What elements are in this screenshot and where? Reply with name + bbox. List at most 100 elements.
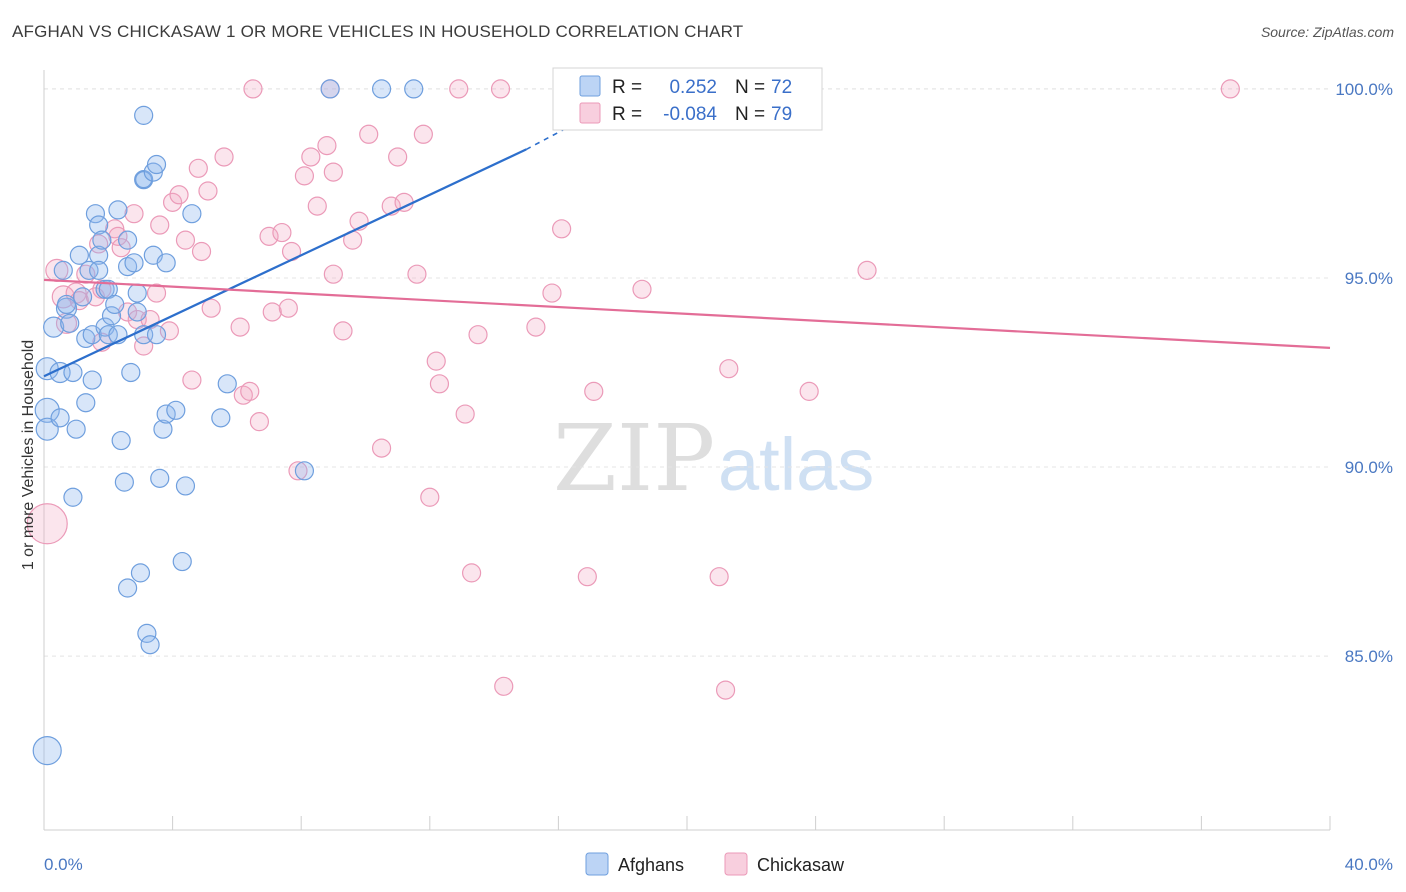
chickasaw-point bbox=[124, 204, 144, 224]
afghans-point bbox=[53, 260, 73, 280]
source-credit: Source: ZipAtlas.com bbox=[1260, 24, 1394, 40]
chickasaw-point bbox=[182, 370, 202, 390]
afghans-point bbox=[69, 245, 89, 265]
chickasaw-point bbox=[317, 136, 337, 156]
chickasaw-point bbox=[76, 264, 96, 284]
chickasaw-point bbox=[243, 79, 263, 99]
series-legend-swatch-afghans bbox=[585, 852, 609, 876]
afghans-point bbox=[85, 204, 106, 224]
chickasaw-point bbox=[230, 317, 250, 337]
chickasaw-point bbox=[323, 162, 343, 182]
chickasaw-point bbox=[371, 438, 392, 458]
afghans-point bbox=[156, 404, 176, 424]
legend-n-value-afghans: 72 bbox=[771, 77, 792, 98]
y-tick-label: 100.0% bbox=[1335, 80, 1393, 99]
chickasaw-point bbox=[198, 181, 218, 201]
chickasaw-point bbox=[259, 226, 279, 246]
afghans-point bbox=[137, 623, 157, 643]
chickasaw-point bbox=[407, 264, 427, 284]
afghans-point bbox=[111, 430, 131, 451]
afghans-point bbox=[79, 260, 99, 280]
series-legend: Afghans Chickasaw bbox=[585, 852, 845, 876]
chickasaw-point bbox=[577, 567, 597, 587]
afghans-point bbox=[150, 468, 170, 488]
afghans-point bbox=[294, 461, 315, 481]
chickasaw-point bbox=[146, 283, 167, 303]
afghans-point bbox=[98, 325, 118, 345]
axes: 85.0% 90.0% 95.0% 100.0% 0.0% 40.0% bbox=[43, 70, 1393, 874]
chickasaw-point bbox=[272, 222, 292, 243]
series-legend-afghans: Afghans bbox=[618, 855, 684, 875]
chickasaw-trend-line bbox=[43, 278, 1331, 350]
afghans-point bbox=[217, 374, 237, 394]
chickasaw-point bbox=[333, 321, 353, 341]
chickasaw-point bbox=[420, 487, 440, 507]
chickasaw-point bbox=[709, 567, 729, 587]
chickasaw-point bbox=[278, 298, 298, 318]
chickasaw-point bbox=[169, 185, 189, 205]
legend-r-label-chickasaw: R = bbox=[612, 104, 642, 125]
legend-r-value-afghans: 0.252 bbox=[669, 77, 717, 98]
afghans-point bbox=[182, 204, 202, 224]
legend-n-label-chickasaw: N = bbox=[735, 104, 765, 125]
watermark-zip: ZIP bbox=[553, 405, 715, 512]
afghans-point bbox=[172, 551, 192, 572]
afghans-point bbox=[63, 487, 83, 507]
chickasaw-point bbox=[191, 241, 212, 262]
chickasaw-point bbox=[584, 381, 604, 401]
chickasaw-point bbox=[632, 279, 652, 299]
chickasaw-point bbox=[542, 283, 562, 303]
stats-legend: R = 0.252 N = 72 R = -0.084 N = 79 bbox=[552, 67, 823, 131]
afghans-point bbox=[320, 79, 340, 99]
afghans-point bbox=[50, 408, 70, 428]
afghans-point bbox=[92, 230, 112, 250]
afghans-trend-line bbox=[43, 148, 527, 378]
x-tick-label-max: 40.0% bbox=[1345, 855, 1393, 874]
chickasaw-point bbox=[240, 381, 260, 401]
chickasaw-point bbox=[294, 166, 315, 186]
chickasaw-point bbox=[201, 298, 221, 318]
series-legend-chickasaw: Chickasaw bbox=[757, 855, 845, 875]
chickasaw-point bbox=[715, 680, 736, 700]
afghans-point bbox=[127, 283, 147, 303]
afghans-point bbox=[117, 230, 138, 250]
series-legend-swatch-chickasaw bbox=[724, 852, 748, 876]
legend-swatch-chickasaw bbox=[579, 102, 601, 124]
chickasaw-point bbox=[719, 359, 739, 379]
chickasaw-point bbox=[307, 196, 327, 216]
chickasaw-point bbox=[214, 147, 234, 167]
watermark-atlas: atlas bbox=[718, 423, 874, 506]
afghans-point bbox=[211, 408, 231, 428]
chickasaw-point bbox=[468, 325, 488, 345]
y-tick-label: 90.0% bbox=[1345, 458, 1393, 477]
chickasaw-point bbox=[799, 381, 819, 401]
chickasaw-point bbox=[494, 676, 514, 696]
afghans-point bbox=[89, 245, 109, 265]
legend-n-label-afghans: N = bbox=[735, 77, 765, 98]
chickasaw-point bbox=[388, 147, 408, 167]
legend-r-value-chickasaw: -0.084 bbox=[663, 104, 717, 125]
afghans-point bbox=[89, 260, 109, 280]
afghans-point bbox=[82, 370, 102, 390]
afghans-point bbox=[146, 154, 167, 175]
afghans-point bbox=[134, 170, 154, 190]
chickasaw-point bbox=[455, 404, 475, 424]
data-points bbox=[26, 79, 1240, 766]
chickasaw-point bbox=[26, 503, 68, 545]
chickasaw-point bbox=[69, 291, 89, 311]
chickasaw-point bbox=[262, 302, 282, 322]
afghans-point bbox=[166, 400, 186, 420]
afghans-point bbox=[60, 313, 80, 333]
chickasaw-point bbox=[426, 351, 446, 371]
afghans-point bbox=[108, 200, 128, 220]
afghans-point bbox=[156, 253, 176, 273]
chickasaw-point bbox=[301, 147, 321, 167]
chickasaw-point bbox=[288, 461, 308, 481]
chickasaw-point bbox=[159, 321, 179, 341]
chickasaw-point bbox=[134, 336, 154, 356]
afghans-point bbox=[105, 294, 125, 315]
chickasaw-point bbox=[111, 238, 131, 258]
afghans-point bbox=[404, 79, 424, 99]
x-tick-label-min: 0.0% bbox=[44, 855, 83, 874]
